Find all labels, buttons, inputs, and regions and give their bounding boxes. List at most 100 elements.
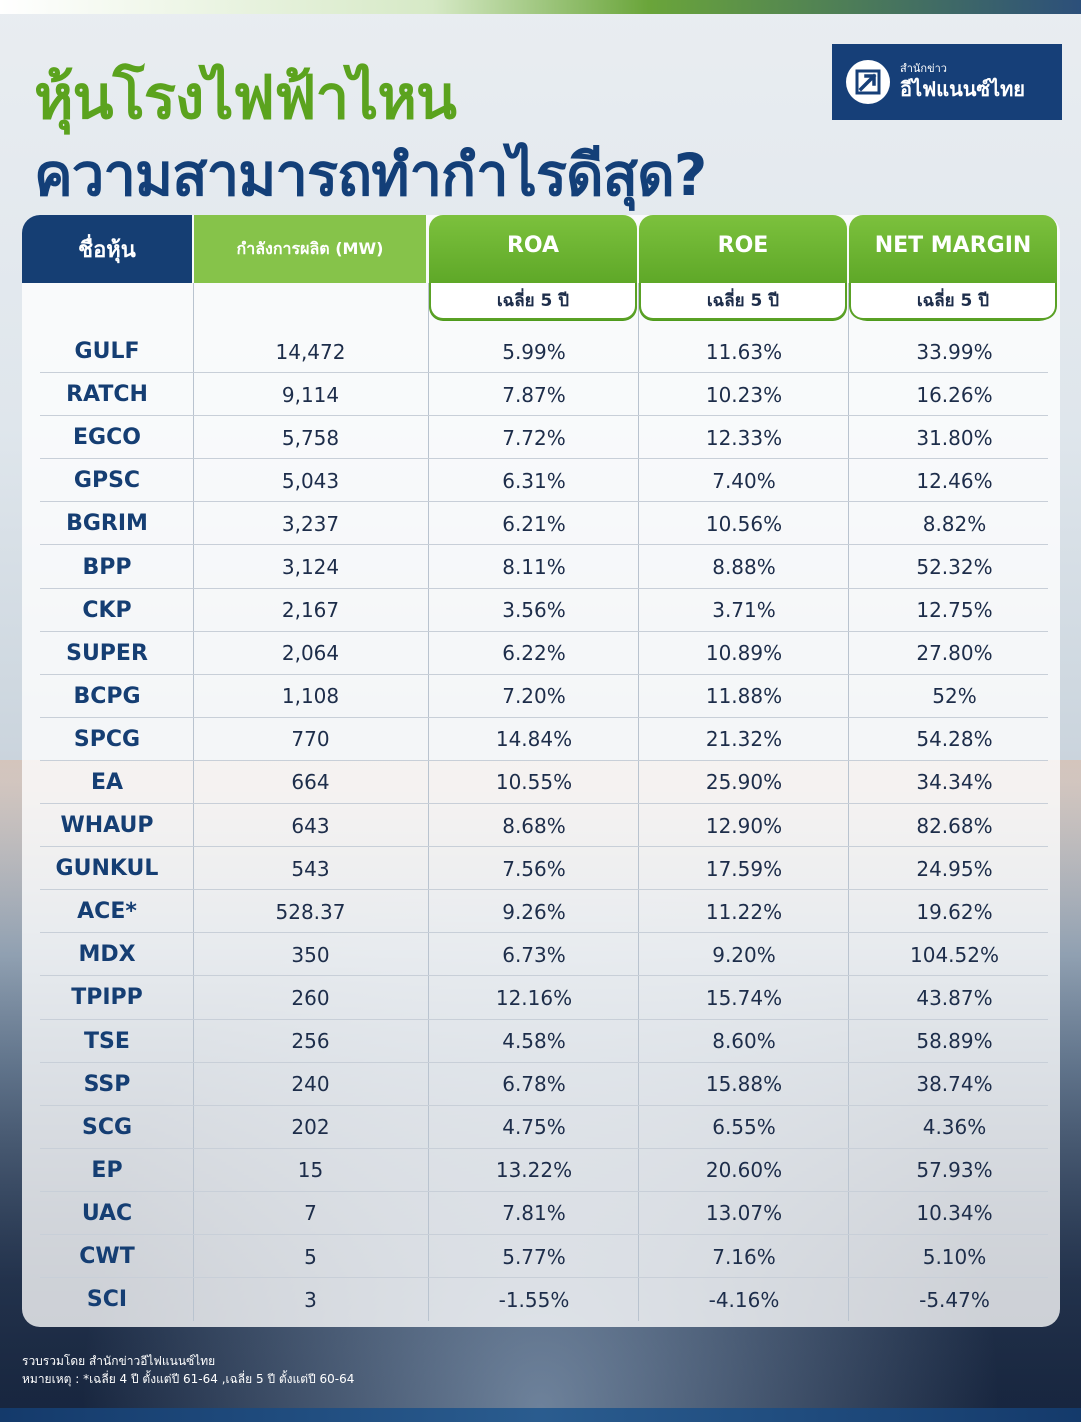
table-row: UAC 7 7.81% 13.07% 10.34%	[22, 1192, 1060, 1236]
cell-roe: 10.89%	[705, 641, 783, 666]
title-line-1: หุ้นโรงไฟฟ้าไหน	[34, 63, 457, 133]
cell-capacity: 240	[291, 1072, 330, 1097]
cell-capacity: 7	[304, 1201, 317, 1226]
logo-small-text: สำนักข่าว	[900, 62, 947, 75]
cell-roe: 15.88%	[705, 1072, 783, 1097]
cell-capacity: 664	[291, 770, 330, 795]
arrow-up-right-icon	[846, 60, 890, 104]
cell-capacity: 350	[291, 942, 330, 967]
cell-nm: 54.28%	[916, 727, 993, 752]
table-row: GPSC 5,043 6.31% 7.40% 12.46%	[22, 459, 1060, 503]
cell-roe: 6.55%	[712, 1115, 776, 1140]
cell-capacity: 643	[291, 813, 330, 838]
cell-roa: 6.78%	[502, 1072, 566, 1097]
cell-capacity: 770	[291, 727, 330, 752]
cell-capacity: 256	[291, 1029, 330, 1054]
cell-nm: 12.75%	[916, 598, 993, 623]
table-row: EGCO 5,758 7.72% 12.33% 31.80%	[22, 416, 1060, 460]
cell-roe: 11.88%	[705, 684, 783, 709]
table-row: CWT 5 5.77% 7.16% 5.10%	[22, 1235, 1060, 1279]
cell-roa: 6.73%	[502, 942, 566, 967]
table-row: BGRIM 3,237 6.21% 10.56% 8.82%	[22, 502, 1060, 546]
cell-name: CKP	[82, 597, 132, 623]
cell-nm: 12.46%	[916, 468, 993, 493]
table-row: SPCG 770 14.84% 21.32% 54.28%	[22, 718, 1060, 762]
cell-roe: 25.90%	[705, 770, 783, 795]
table-row: SCG 202 4.75% 6.55% 4.36%	[22, 1106, 1060, 1149]
cell-capacity: 528.37	[275, 899, 346, 924]
cell-name: GULF	[74, 339, 140, 365]
table-body: GULF 14,472 5.99% 11.63% 33.99% RATCH 9,114 7.8…	[22, 330, 1060, 1321]
cell-capacity: 5	[304, 1244, 317, 1269]
cell-capacity: 9,114	[281, 382, 340, 407]
cell-capacity: 5,043	[281, 468, 340, 493]
cell-roa: 7.72%	[502, 425, 566, 450]
cell-nm: 33.99%	[916, 339, 993, 364]
cell-roa: 10.55%	[495, 770, 573, 795]
cell-capacity: 14,472	[275, 339, 346, 364]
cell-name: MDX	[78, 942, 136, 968]
cell-nm: 104.52%	[910, 942, 999, 967]
cell-capacity: 543	[291, 856, 330, 881]
cell-roa: 6.31%	[502, 468, 566, 493]
cell-roe: 3.71%	[712, 598, 776, 623]
brand-logo: สำนักข่าว อีไฟแนนซ์ไทย	[832, 44, 1062, 120]
cell-capacity: 202	[291, 1115, 330, 1140]
cell-roa: 12.16%	[495, 985, 573, 1010]
cell-name: BPP	[82, 554, 132, 580]
cell-roa: 8.11%	[502, 555, 566, 580]
cell-roe: 10.56%	[705, 511, 783, 536]
cell-roe: 7.16%	[712, 1244, 776, 1269]
cell-name: TSE	[84, 1028, 130, 1054]
cell-roa: 4.58%	[502, 1029, 566, 1054]
cell-roa: 14.84%	[495, 727, 573, 752]
title-line-2: ความสามารถทำกำไรดีสุด?	[34, 141, 707, 209]
cell-roe: 7.40%	[712, 468, 776, 493]
table-row: GUNKUL 543 7.56% 17.59% 24.95%	[22, 847, 1060, 891]
cell-nm: 38.74%	[916, 1072, 993, 1097]
cell-roe: 15.74%	[705, 985, 783, 1010]
cell-capacity: 3,237	[281, 511, 340, 536]
cell-name: GPSC	[73, 468, 141, 494]
cell-capacity: 2,064	[281, 641, 340, 666]
cell-roa: 7.81%	[502, 1201, 566, 1226]
table-row: ACE* 528.37 9.26% 11.22% 19.62%	[22, 890, 1060, 934]
table-row: BPP 3,124 8.11% 8.88% 52.32%	[22, 545, 1060, 589]
cell-name: SUPER	[66, 640, 148, 666]
cell-name: WHAUP	[60, 813, 154, 839]
subheader-roa: เฉลี่ย 5 ปี	[429, 283, 637, 320]
cell-roa: 8.68%	[502, 813, 566, 838]
cell-roe: 9.20%	[712, 942, 776, 967]
cell-nm: 4.36%	[922, 1115, 987, 1140]
cell-roe: -4.16%	[708, 1287, 780, 1312]
table-row: WHAUP 643 8.68% 12.90% 82.68%	[22, 804, 1060, 848]
cell-name: SCG	[81, 1114, 133, 1140]
logo-brand-name: อีไฟแนนซ์ไทย	[900, 77, 1025, 101]
table-row: SCI 3 -1.55% -4.16% -5.47%	[22, 1278, 1060, 1321]
table-row: MDX 350 6.73% 9.20% 104.52%	[22, 933, 1060, 977]
cell-capacity: 3,124	[281, 555, 340, 580]
header-capacity: กำลังการผลิต (MW)	[194, 215, 426, 283]
cell-roa: 5.77%	[502, 1244, 566, 1269]
column-divider	[193, 283, 194, 1321]
cell-roa: -1.55%	[498, 1287, 570, 1312]
cell-roe: 17.59%	[705, 856, 783, 881]
cell-name: SPCG	[73, 726, 141, 752]
cell-name: GUNKUL	[55, 856, 159, 882]
cell-nm: 24.95%	[916, 856, 993, 881]
cell-roe: 20.60%	[705, 1158, 783, 1183]
cell-name: UAC	[81, 1200, 133, 1226]
cell-roe: 12.33%	[705, 425, 783, 450]
bottom-accent-bar	[0, 1408, 1081, 1422]
cell-nm: 52%	[932, 684, 977, 709]
cell-nm: 19.62%	[916, 899, 993, 924]
cell-roa: 9.26%	[502, 899, 566, 924]
table-row: GULF 14,472 5.99% 11.63% 33.99%	[22, 330, 1060, 374]
cell-capacity: 15	[297, 1158, 324, 1183]
cell-roa: 7.56%	[502, 856, 566, 881]
cell-nm: -5.47%	[919, 1287, 990, 1312]
cell-nm: 82.68%	[916, 813, 993, 838]
table-row: SSP 240 6.78% 15.88% 38.74%	[22, 1063, 1060, 1106]
cell-name: TPIPP	[71, 985, 143, 1011]
table-row: EP 15 13.22% 20.60% 57.93%	[22, 1149, 1060, 1192]
